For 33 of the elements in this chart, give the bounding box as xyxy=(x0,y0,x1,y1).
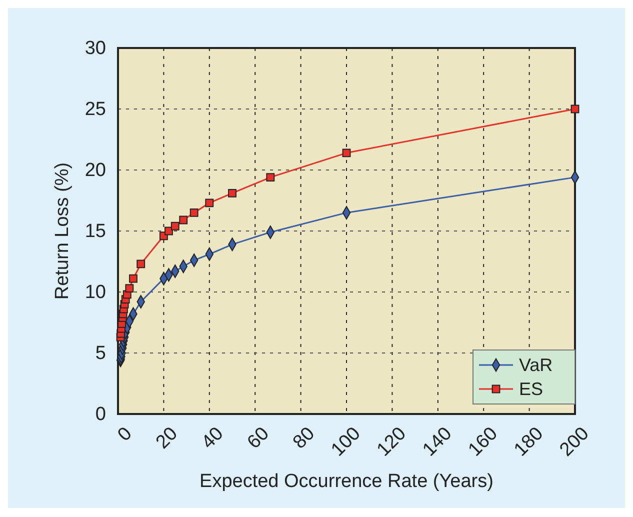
x-tick-label: 120 xyxy=(373,423,410,461)
x-tick-label: 60 xyxy=(244,423,274,454)
y-tick-label: 30 xyxy=(84,38,106,60)
point xyxy=(125,284,134,293)
point xyxy=(266,173,275,182)
point xyxy=(170,222,180,230)
point xyxy=(190,208,198,217)
x-tick-label: 80 xyxy=(289,423,320,454)
y-tick-label: 5 xyxy=(95,343,106,364)
point xyxy=(570,104,580,114)
y-tick-label: 20 xyxy=(84,160,106,182)
point xyxy=(342,148,351,158)
x-tick-label: 160 xyxy=(464,423,502,461)
x-axis-title: Expected Occurrence Rate (Years) xyxy=(200,471,494,492)
legend-label: ES xyxy=(519,379,544,399)
x-tick-label: 140 xyxy=(418,423,456,461)
point xyxy=(205,198,214,208)
y-tick-label: 0 xyxy=(95,404,106,426)
x-tick-label: 20 xyxy=(152,423,182,454)
x-tick-label: 0 xyxy=(114,423,136,446)
x-tick-label: 100 xyxy=(327,423,365,461)
point xyxy=(129,274,138,283)
point xyxy=(136,260,146,268)
point xyxy=(228,188,236,198)
point xyxy=(179,216,188,224)
y-tick-label: 10 xyxy=(84,282,106,304)
x-tick-label: 180 xyxy=(510,423,548,461)
y-axis-title: Return Loss (%) xyxy=(52,162,73,300)
y-tick-label: 15 xyxy=(84,221,106,242)
legend-label: VaR xyxy=(519,355,553,375)
x-tick-label: 200 xyxy=(556,423,594,461)
x-tick-label: 40 xyxy=(198,423,228,454)
y-tick-label: 25 xyxy=(84,99,106,120)
